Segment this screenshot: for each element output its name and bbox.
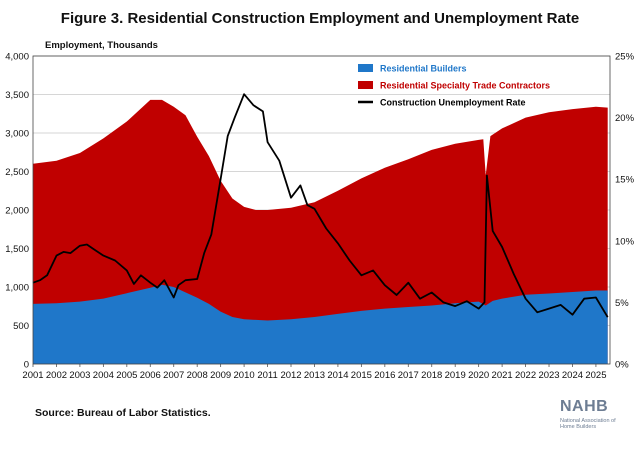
builders-area	[33, 284, 608, 364]
x-tick-label: 2004	[93, 370, 114, 381]
logo-mark: NAHB	[560, 398, 609, 415]
x-tick-label: 2008	[187, 370, 208, 381]
legend-label: Residential Specialty Trade Contractors	[380, 81, 550, 91]
x-tick-label: 2006	[140, 370, 161, 381]
y-tick-label: 2,000	[5, 206, 29, 217]
y-tick-label: 500	[13, 321, 29, 332]
x-tick-label: 2014	[327, 370, 348, 381]
legend-label: Construction Unemployment Rate	[380, 98, 526, 108]
x-tick-label: 2019	[445, 370, 466, 381]
nahb-logo: NAHB National Association of Home Builde…	[558, 398, 618, 442]
y-axis-label: Employment, Thousands	[45, 40, 158, 51]
y-tick-label: 0	[24, 360, 29, 371]
x-tick-label: 2015	[351, 370, 372, 381]
legend-label: Residential Builders	[380, 64, 467, 74]
y-tick-label: 4,000	[5, 52, 29, 63]
source-note: Source: Bureau of Labor Statistics.	[35, 407, 211, 419]
legend-swatch	[358, 64, 373, 72]
unemployment-rate-line	[32, 93, 609, 318]
x-tick-label: 2011	[257, 370, 277, 381]
x-tick-label: 2025	[585, 370, 606, 381]
x-tick-label: 2017	[398, 370, 419, 381]
x-tick-label: 2018	[421, 370, 442, 381]
logo-subtitle: National Association of Home Builders	[560, 418, 616, 430]
x-tick-label: 2007	[163, 370, 184, 381]
area-series	[33, 99, 608, 365]
y2-tick-label: 0%	[615, 360, 629, 371]
plot-border	[32, 55, 611, 365]
x-tick-label: 2003	[69, 370, 90, 381]
x-tick-label: 2021	[492, 370, 513, 381]
y2-tick-label: 20%	[615, 113, 635, 124]
line-series	[32, 93, 609, 318]
y-tick-label: 1,500	[5, 244, 29, 255]
x-tick-label: 2001	[22, 370, 43, 381]
y2-tick-label: 5%	[615, 298, 629, 309]
y2-tick-label: 15%	[615, 175, 635, 186]
y2-tick-label: 10%	[615, 236, 635, 247]
x-tick-label: 2024	[562, 370, 583, 381]
x-tick-label: 2022	[515, 370, 536, 381]
x-tick-label: 2010	[234, 370, 255, 381]
legend-swatch	[358, 81, 373, 89]
legend: Residential Builders Residential Specialt…	[358, 64, 550, 108]
x-tick-label: 2020	[468, 370, 489, 381]
x-tick-label: 2005	[116, 370, 137, 381]
y2-tick-label: 25%	[615, 52, 635, 63]
x-tick-label: 2012	[280, 370, 301, 381]
y-tick-label: 3,500	[5, 90, 29, 101]
y-tick-label: 3,000	[5, 129, 29, 140]
x-tick-label: 2002	[46, 370, 67, 381]
x-tick-label: 2023	[538, 370, 559, 381]
chart-title: Figure 3. Residential Construction Emplo…	[60, 10, 580, 27]
axes: 0 500 1,000 1,500 2,000 2,500 3,000 3,500 4,000 0…	[5, 40, 634, 381]
x-tick-label: 2009	[210, 370, 231, 381]
y-tick-label: 1,000	[5, 283, 29, 294]
x-tick-label: 2016	[374, 370, 395, 381]
y-tick-label: 2,500	[5, 167, 29, 178]
x-tick-label: 2013	[304, 370, 325, 381]
